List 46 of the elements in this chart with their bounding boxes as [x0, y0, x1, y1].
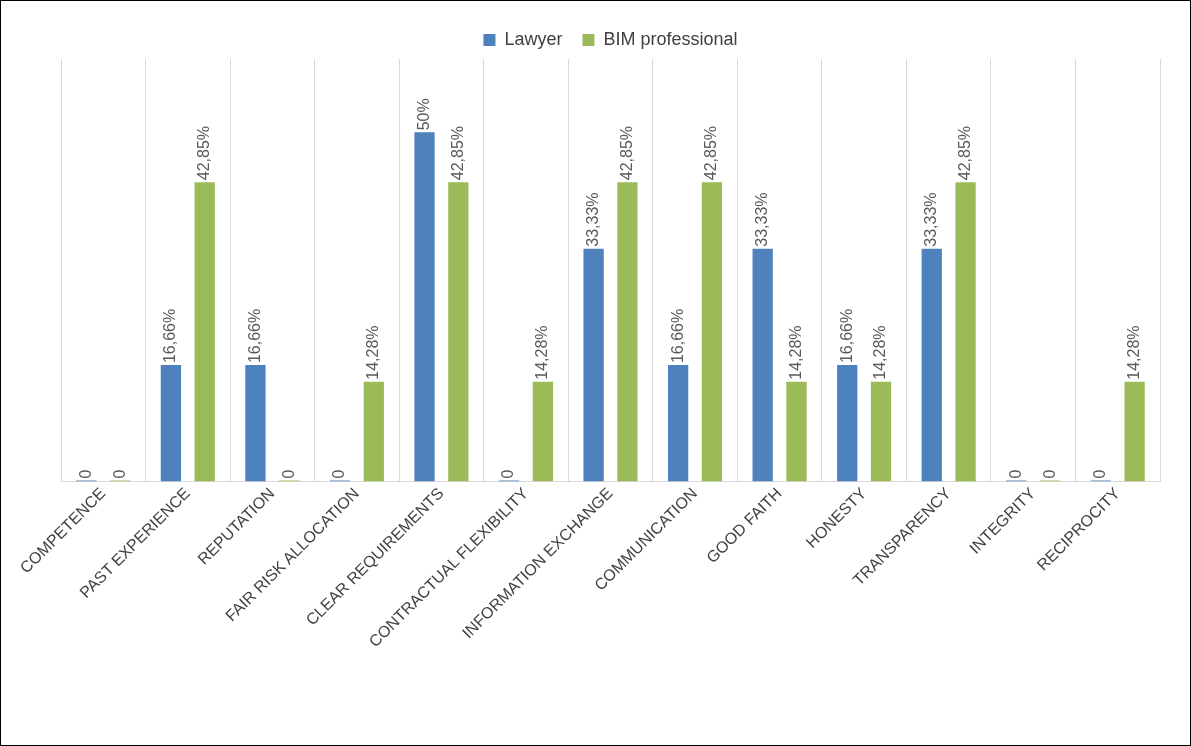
legend-label: Lawyer [504, 28, 563, 49]
data-label: 0 [1091, 469, 1109, 479]
data-label: 42,85% [448, 125, 466, 181]
bar [955, 182, 976, 482]
bar [786, 381, 807, 482]
data-label: 14,28% [1125, 325, 1143, 380]
bar [617, 182, 638, 482]
legend-label: BIM professional [603, 28, 738, 49]
data-label: 0 [1006, 469, 1024, 479]
data-label: 16,66% [837, 308, 855, 364]
bar [245, 365, 266, 482]
bar [837, 365, 858, 482]
bar [414, 132, 435, 482]
bar [921, 248, 942, 482]
bar [1124, 381, 1145, 482]
data-label: 0 [330, 469, 348, 479]
data-label: 14,28% [533, 325, 551, 380]
data-label: 16,66% [245, 308, 263, 364]
data-label: 50% [414, 98, 432, 131]
data-label: 33,33% [922, 192, 940, 247]
data-label: 33,33% [584, 192, 601, 247]
data-label: 33,33% [753, 192, 771, 247]
data-label: 14,28% [364, 325, 382, 380]
bar [532, 381, 554, 482]
data-label: 42,85% [195, 125, 213, 181]
bar [870, 381, 892, 482]
bar [583, 248, 604, 482]
data-label: 0 [76, 469, 94, 479]
data-label: 0 [279, 469, 297, 479]
data-label: 14,28% [786, 325, 804, 380]
bar [194, 182, 215, 482]
bar [160, 365, 182, 482]
data-label: 16,66% [668, 308, 686, 364]
data-label: 42,85% [617, 125, 635, 181]
data-label: 16,66% [161, 308, 179, 364]
data-label: 0 [499, 469, 517, 479]
data-label: 0 [1040, 469, 1058, 479]
bar [448, 182, 469, 482]
bar [363, 381, 384, 482]
bar [701, 182, 723, 482]
data-label: 0 [110, 469, 128, 479]
data-label: 14,28% [871, 325, 889, 380]
data-label: 42,85% [955, 125, 973, 181]
data-label: 42,85% [702, 125, 720, 181]
bar [752, 248, 773, 482]
bar [667, 365, 689, 482]
